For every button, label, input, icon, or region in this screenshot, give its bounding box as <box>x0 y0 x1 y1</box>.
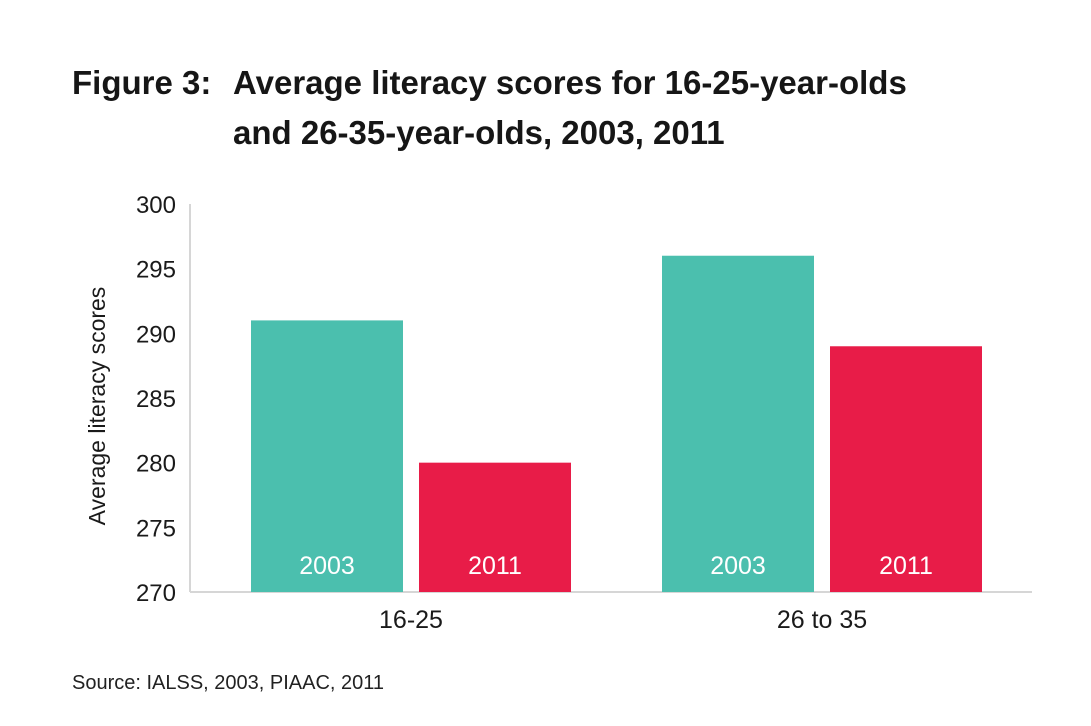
y-tick-label: 290 <box>136 321 176 348</box>
y-tick-label: 285 <box>136 386 176 413</box>
bar-26-to-35-2003 <box>662 255 814 592</box>
bar-series-label: 2003 <box>299 552 355 580</box>
chart-title: Figure 3: Average literacy scores for 16-… <box>72 58 1072 158</box>
source-note: Source: IALSS, 2003, PIAAC, 2011 <box>72 672 385 694</box>
x-category-label: 26 to 35 <box>777 606 867 634</box>
y-tick-label: 300 <box>136 192 176 219</box>
y-tick-label: 270 <box>136 580 176 607</box>
bar-series-label: 2011 <box>468 552 522 580</box>
bar-series-label: 2003 <box>710 552 766 580</box>
title-text-2: and 26-35-year-olds, 2003, 2011 <box>233 114 725 151</box>
bar-16-25-2003 <box>251 320 403 592</box>
title-line-1: Figure 3: Average literacy scores for 16-… <box>72 58 1072 108</box>
bar-16-25-2011 <box>419 462 571 592</box>
bar-26-to-35-2011 <box>830 346 982 592</box>
y-tick-label: 275 <box>136 515 176 542</box>
y-tick-label: 280 <box>136 451 176 478</box>
title-text-1: Average literacy scores for 16-25-year-o… <box>233 64 907 101</box>
x-category-label: 16-25 <box>379 606 443 634</box>
y-tick-label: 295 <box>136 257 176 284</box>
bar-series-label: 2011 <box>879 552 933 580</box>
figure-label: Figure 3: <box>72 64 212 101</box>
y-axis-label: Average literacy scores <box>84 287 110 526</box>
title-line-2: and 26-35-year-olds, 2003, 2011 <box>72 108 1072 158</box>
